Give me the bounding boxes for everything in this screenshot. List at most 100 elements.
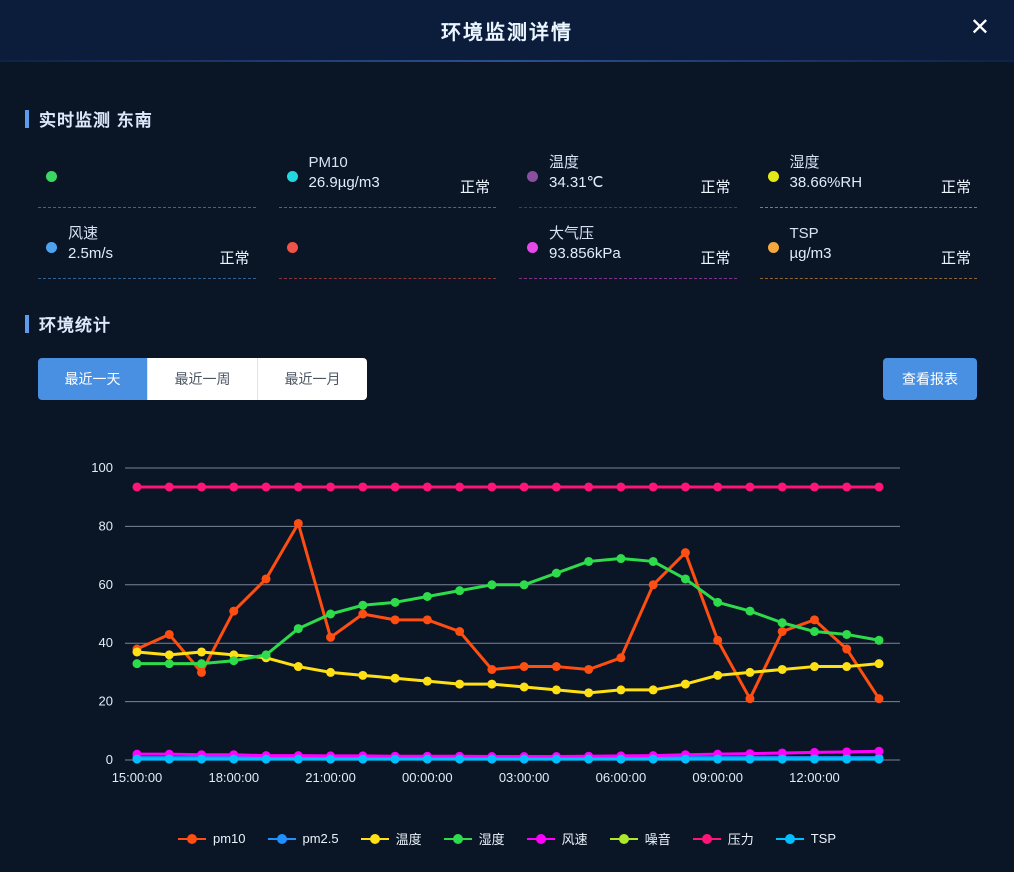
svg-text:40: 40 [99, 635, 113, 650]
svg-text:18:00:00: 18:00:00 [208, 770, 259, 785]
legend-label: 温度 [395, 832, 422, 847]
sensor-value: µg/m3 [789, 245, 832, 262]
legend-item-湿度[interactable]: 湿度 [443, 829, 505, 848]
svg-text:20: 20 [99, 694, 113, 709]
sensor-text: 风速 2.5m/s [68, 220, 256, 264]
sensor-label: TSP [789, 225, 819, 242]
realtime-section-title: 实时监测 东南 [39, 111, 153, 130]
svg-text:06:00:00: 06:00:00 [596, 770, 647, 785]
close-icon[interactable]: ✕ [969, 14, 990, 41]
stats-toolbar: 最近一天 最近一周 最近一月 查看报表 [38, 358, 977, 400]
legend-item-pm2.5[interactable]: pm2.5 [267, 831, 339, 846]
tab-last-month[interactable]: 最近一月 [258, 358, 367, 400]
sensor-dot-icon [46, 242, 57, 253]
svg-text:09:00:00: 09:00:00 [692, 770, 743, 785]
sensor-dot-icon [767, 242, 779, 253]
legend-item-TSP[interactable]: TSP [775, 831, 837, 846]
svg-text:60: 60 [99, 577, 113, 592]
svg-text:15:00:00: 15:00:00 [112, 770, 163, 785]
status-badge: 正常 [940, 179, 971, 196]
sensor-card-风速: 风速 2.5m/s 正常 [38, 220, 256, 279]
sensor-value: 34.31℃ [549, 174, 604, 191]
legend-item-压力[interactable]: 压力 [692, 829, 754, 848]
tab-last-week[interactable]: 最近一周 [148, 358, 258, 400]
sensor-cards: PM10 26.9µg/m3 正常 温度 34.31℃ 正常 湿度 38.66%RH 正常 风速 2… [38, 149, 977, 279]
chart-legend: pm10 pm2.5 温度 湿度 风速 噪音 压力 TSP [25, 829, 989, 848]
svg-text:0: 0 [106, 752, 113, 767]
legend-item-pm10[interactable]: pm10 [177, 831, 246, 846]
stats-section-title: 环境统计 [39, 316, 111, 335]
legend-label: 湿度 [478, 832, 505, 847]
sensor-card-大气压: 大气压 93.856kPa 正常 [519, 220, 737, 279]
svg-text:80: 80 [99, 518, 113, 533]
legend-label: pm10 [212, 831, 246, 846]
sensor-text: 湿度 38.66%RH [790, 149, 978, 193]
modal-header: 环境监测详情 ✕ [0, 0, 1014, 60]
tab-last-day[interactable]: 最近一天 [38, 358, 148, 400]
status-badge: 正常 [219, 250, 250, 267]
sensor-text: TSP µg/m3 [790, 220, 978, 264]
sensor-text: 温度 34.31℃ [549, 149, 737, 193]
sensor-card-PM10: PM10 26.9µg/m3 正常 [278, 149, 497, 208]
svg-text:12:00:00: 12:00:00 [789, 770, 840, 785]
svg-text:21:00:00: 21:00:00 [305, 770, 356, 785]
sensor-dot-icon [767, 171, 779, 182]
series-pm10 [132, 518, 884, 704]
sensor-value: 2.5m/s [68, 245, 114, 262]
sensor-label: 风速 [68, 225, 99, 242]
sensor-card-empty-0 [38, 149, 256, 208]
header-divider [0, 60, 1014, 62]
sensor-value: 93.856kPa [549, 245, 621, 262]
legend-marker-icon [609, 833, 638, 844]
section-accent-bar [25, 109, 29, 128]
stats-chart-wrap: 0 20 40 60 80 100 15:00:00 18:00:00 21:00:00 00:0… [25, 455, 989, 848]
svg-text:00:00:00: 00:00:00 [402, 770, 453, 785]
sensor-card-湿度: 湿度 38.66%RH 正常 [759, 149, 978, 208]
svg-text:100: 100 [91, 460, 113, 475]
legend-marker-icon [692, 833, 721, 844]
legend-label: TSP [810, 831, 837, 846]
status-badge: 正常 [700, 250, 731, 267]
stats-line-chart: 0 20 40 60 80 100 15:00:00 18:00:00 21:00:00 00:0… [91, 460, 900, 785]
sensor-label: 大气压 [549, 225, 595, 242]
y-axis-grid: 0 20 40 60 80 100 [91, 460, 900, 767]
legend-item-温度[interactable]: 温度 [360, 829, 422, 848]
section-accent-bar [25, 314, 29, 333]
sensor-dot-icon [286, 171, 298, 182]
sensor-label: PM10 [308, 154, 348, 171]
sensor-label: 温度 [549, 154, 580, 171]
legend-item-噪音[interactable]: 噪音 [609, 829, 671, 848]
sensor-label: 湿度 [789, 154, 820, 171]
series-TSP [132, 754, 884, 764]
status-badge: 正常 [940, 250, 971, 267]
modal-content: 实时监测 东南 PM10 26.9µg/m3 正常 温度 34.31℃ 正常 湿度 38.66… [0, 106, 1014, 848]
legend-label: pm2.5 [302, 831, 339, 846]
sensor-dot-icon [286, 242, 298, 253]
status-badge: 正常 [700, 179, 731, 196]
series-湿度 [132, 554, 884, 669]
x-axis: 15:00:00 18:00:00 21:00:00 00:00:00 03:00:00… [112, 770, 840, 785]
legend-label: 噪音 [644, 832, 671, 847]
sensor-value: 26.9µg/m3 [308, 174, 380, 191]
sensor-value: 38.66%RH [789, 174, 863, 191]
sensor-card-TSP: TSP µg/m3 正常 [759, 220, 978, 279]
page-title: 环境监测详情 [441, 21, 573, 44]
legend-label: 风速 [561, 832, 588, 847]
legend-marker-icon [267, 833, 296, 844]
sensor-card-empty-5 [278, 220, 496, 279]
sensor-dot-icon [527, 242, 538, 253]
realtime-section-header: 实时监测 东南 [25, 106, 989, 131]
sensor-text: PM10 26.9µg/m3 [309, 149, 497, 193]
legend-marker-icon [177, 833, 206, 844]
time-range-tabs: 最近一天 最近一周 最近一月 [38, 358, 367, 400]
view-report-button[interactable]: 查看报表 [883, 358, 977, 400]
legend-marker-icon [360, 833, 389, 844]
sensor-text: 大气压 93.856kPa [549, 220, 737, 264]
legend-item-风速[interactable]: 风速 [526, 829, 588, 848]
status-badge: 正常 [459, 179, 490, 196]
legend-label: 压力 [727, 832, 754, 847]
series-压力 [132, 482, 884, 492]
legend-marker-icon [443, 833, 472, 844]
sensor-dot-icon [46, 171, 57, 182]
